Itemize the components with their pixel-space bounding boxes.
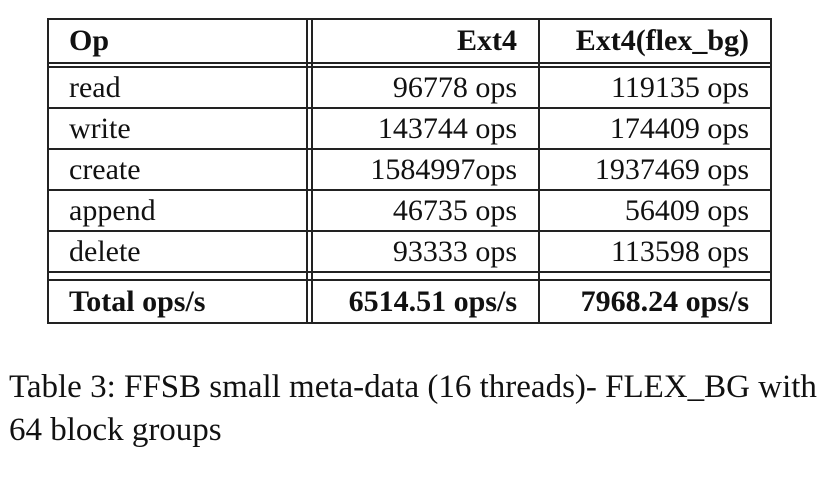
row-flex-bg: 56409 ops (624, 194, 749, 227)
header-ext4-flex-bg: Ext4(flex_bg) (575, 24, 749, 57)
total-ext4: 6514.51 ops/s (348, 285, 517, 318)
table-caption: Table 3: FFSB small meta-data (16 thread… (9, 369, 817, 448)
table-rule (47, 230, 772, 232)
row-flex-bg: 1937469 ops (594, 153, 749, 186)
table-rule (770, 18, 772, 324)
table-rule (47, 18, 772, 20)
header-op: Op (69, 24, 110, 57)
table-rule (47, 107, 772, 109)
row-op: write (69, 112, 131, 145)
table-rule (47, 189, 772, 191)
row-ext4: 96778 ops (392, 71, 517, 104)
header-ext4: Ext4 (457, 24, 517, 57)
row-op: append (69, 194, 156, 227)
row-flex-bg: 113598 ops (610, 235, 749, 268)
row-flex-bg: 119135 ops (610, 71, 749, 104)
total-flex-bg: 7968.24 ops/s (580, 285, 749, 318)
row-ext4: 93333 ops (392, 235, 517, 268)
row-op: read (69, 71, 121, 104)
table-rule (47, 279, 772, 281)
table-rule (47, 148, 772, 150)
row-flex-bg: 174409 ops (609, 112, 749, 145)
row-op: create (69, 153, 141, 186)
table-rule (47, 66, 772, 68)
table-rule (311, 18, 313, 324)
table-rule (47, 271, 772, 273)
table-rule (306, 18, 308, 324)
results-table: Op Ext4 Ext4(flex_bg) read 96778 ops 119… (47, 18, 772, 324)
total-label: Total ops/s (69, 285, 206, 318)
row-op: delete (69, 235, 141, 268)
table-rule (47, 62, 772, 64)
table-rule (47, 322, 772, 324)
table-rule (47, 18, 49, 324)
row-ext4: 143744 ops (377, 112, 517, 145)
row-ext4: 46735 ops (392, 194, 517, 227)
row-ext4: 1584997ops (370, 153, 517, 186)
table-rule (538, 18, 540, 324)
